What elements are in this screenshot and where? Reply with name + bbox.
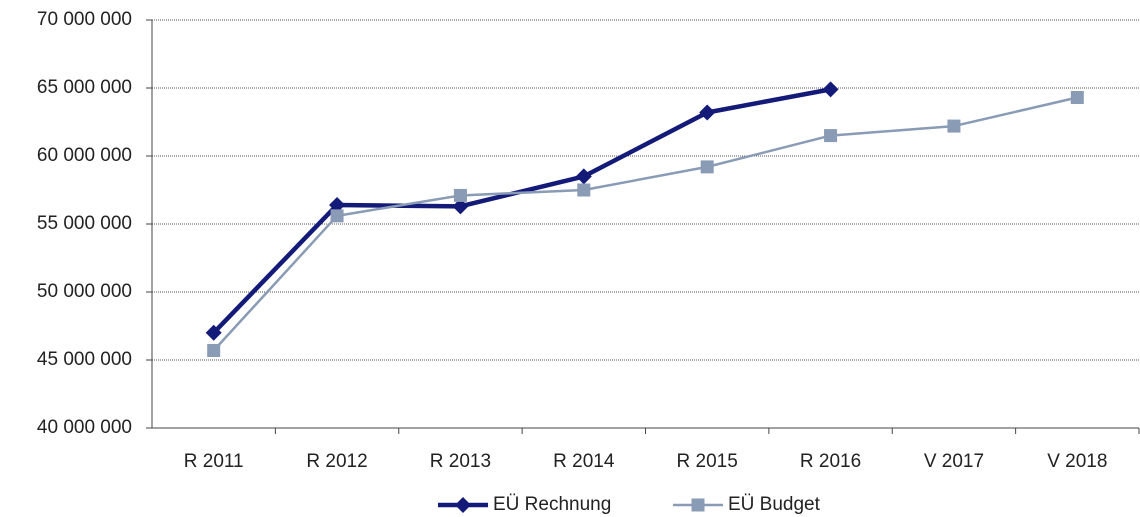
- data-point: [575, 168, 592, 185]
- y-tick-label: 65 000 000: [37, 77, 132, 98]
- data-point: [329, 196, 346, 213]
- legend-marker: [691, 498, 705, 512]
- x-tick-label: R 2015: [677, 451, 738, 472]
- y-tick-label: 55 000 000: [37, 213, 132, 234]
- x-tick-label: R 2011: [184, 451, 244, 472]
- legend-label: EÜ Budget: [728, 494, 821, 515]
- data-point: [453, 188, 467, 202]
- data-point: [205, 324, 222, 341]
- data-point: [207, 343, 221, 357]
- y-tick-label: 45 000 000: [37, 349, 132, 370]
- x-tick-label: R 2012: [306, 451, 367, 472]
- series-line: [212, 96, 1078, 352]
- data-point: [699, 104, 716, 121]
- data-point: [700, 160, 714, 174]
- data-point: [452, 198, 469, 215]
- y-tick-label: 60 000 000: [37, 145, 132, 166]
- data-point: [947, 119, 961, 133]
- legend-marker: [455, 497, 471, 513]
- x-tick-label: V 2017: [924, 451, 984, 472]
- y-tick-label: 50 000 000: [37, 281, 132, 302]
- data-point: [824, 129, 838, 143]
- y-tick-label: 40 000 000: [37, 417, 132, 438]
- data-point: [822, 81, 839, 98]
- data-point: [577, 183, 591, 197]
- x-tick-label: V 2018: [1047, 451, 1107, 472]
- x-tick-label: R 2013: [430, 451, 491, 472]
- series-line: [212, 87, 831, 335]
- x-tick-label: R 2016: [800, 451, 861, 472]
- y-tick-label: 70 000 000: [37, 9, 132, 30]
- legend-label: EÜ Rechnung: [493, 494, 611, 515]
- data-point: [330, 209, 344, 223]
- data-point: [1070, 91, 1084, 105]
- x-tick-label: R 2014: [553, 451, 615, 472]
